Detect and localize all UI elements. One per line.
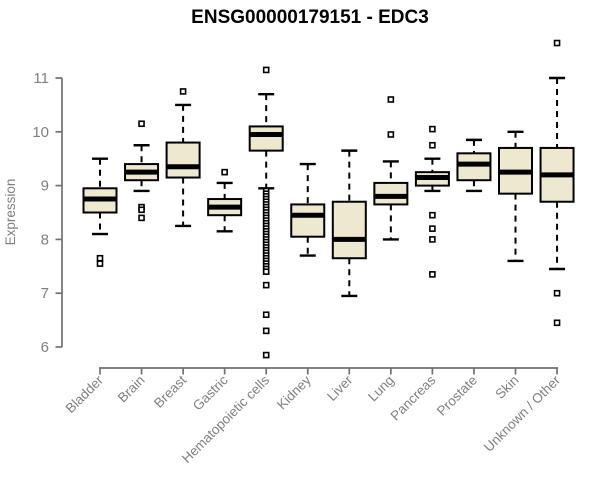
outlier-point	[221, 168, 228, 176]
x-category-label: Breast	[151, 372, 189, 410]
iqr-box	[248, 125, 284, 152]
outlier-point	[138, 206, 145, 214]
x-category-label: Gastric	[190, 372, 231, 413]
y-tick-label: 7	[41, 285, 49, 302]
outlier-point	[429, 236, 436, 243]
x-category-label: Lung	[365, 373, 397, 405]
outlier-point	[262, 281, 270, 289]
outlier-point	[553, 39, 561, 47]
outlier-point	[429, 271, 436, 278]
y-axis-label: Expression	[3, 179, 18, 246]
boxplot-prostate	[456, 138, 492, 193]
outlier-point	[262, 311, 270, 319]
outlier-point	[262, 268, 270, 275]
boxplot-brain	[124, 120, 160, 222]
y-tick-label: 10	[32, 124, 49, 141]
y-tick-label: 11	[33, 70, 49, 87]
boxplot-kidney	[290, 162, 326, 257]
y-tick-label: 9	[41, 178, 49, 195]
outlier-point	[96, 254, 104, 262]
iqr-box	[456, 152, 492, 182]
outlier-point	[262, 66, 270, 74]
x-category-label: Prostate	[434, 373, 480, 419]
boxplot-breast	[165, 88, 201, 228]
outlier-point	[429, 125, 436, 133]
outlier-point	[138, 214, 145, 222]
outlier-point	[262, 327, 270, 335]
chart-title: ENSG00000179151 - EDC3	[191, 7, 429, 28]
outlier-point	[429, 211, 436, 219]
boxplot-gastric	[207, 168, 243, 233]
boxplot-unknown-other	[539, 39, 575, 327]
outlier-point	[429, 225, 436, 232]
x-category-label: Bladder	[63, 372, 107, 416]
y-tick-label: 8	[41, 231, 49, 248]
outlier-point	[387, 96, 395, 103]
x-category-label: Skin	[492, 373, 521, 402]
x-category-label: Brain	[115, 373, 148, 406]
outlier-point	[429, 141, 436, 149]
outlier-point	[262, 351, 270, 359]
outlier-point	[96, 260, 104, 267]
boxplot-pancreas	[414, 125, 450, 278]
outlier-point	[553, 289, 561, 297]
boxplot-skin	[498, 130, 533, 263]
x-category-label: Unknown / Other	[481, 372, 564, 455]
iqr-box	[290, 203, 326, 238]
box-series	[82, 39, 575, 359]
x-category-label: Kidney	[274, 372, 314, 412]
boxplot-lung	[373, 96, 409, 241]
boxplot-liver	[331, 149, 367, 298]
x-category-label: Liver	[324, 372, 356, 404]
iqr-box	[165, 141, 201, 179]
outlier-point	[387, 131, 395, 138]
outlier-point	[179, 88, 187, 95]
x-category-label: Pancreas	[388, 372, 439, 423]
outlier-point	[138, 120, 145, 128]
y-tick-label: 6	[41, 339, 49, 356]
boxplot-bladder	[82, 157, 118, 267]
iqr-box	[373, 181, 409, 206]
iqr-box	[331, 200, 367, 260]
boxplot-hematopoietic-cells	[248, 66, 284, 359]
outlier-point	[553, 319, 561, 327]
